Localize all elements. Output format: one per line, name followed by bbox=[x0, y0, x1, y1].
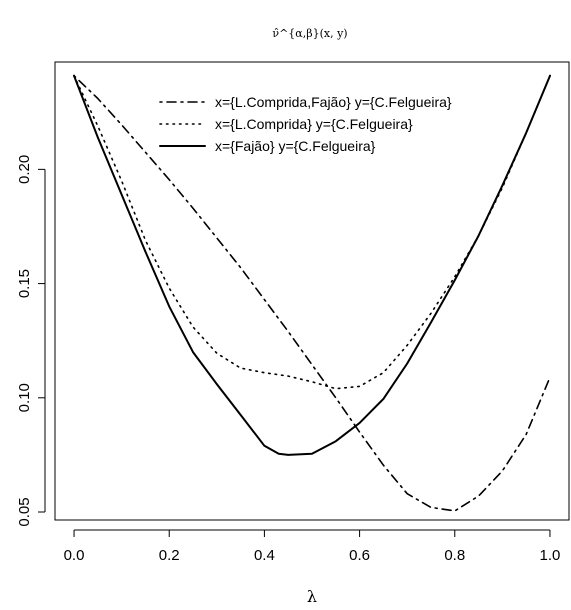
chart-title: ν̂^{α,β}(x, y) bbox=[272, 27, 347, 40]
y-tick-label: 0.05 bbox=[16, 497, 33, 526]
x-tick-label: 0.4 bbox=[254, 547, 275, 564]
plot-frame bbox=[54, 61, 570, 521]
y-tick-label: 0.10 bbox=[16, 383, 33, 412]
series-line-2 bbox=[73, 74, 551, 390]
legend-label-1: x={L.Comprida,Fajão} y={C.Felgueira} bbox=[215, 94, 452, 110]
legend-label-3: x={Fajão} y={C.Felgueira} bbox=[215, 138, 376, 154]
x-axis: 0.0 0.2 0.4 0.6 0.8 1.0 bbox=[64, 529, 561, 564]
y-tick-label: 0.20 bbox=[16, 155, 33, 184]
x-tick-label: 0.0 bbox=[64, 547, 85, 564]
x-tick-label: 0.8 bbox=[444, 547, 465, 564]
y-tick-label: 0.15 bbox=[16, 269, 33, 298]
x-tick-label: 0.6 bbox=[349, 547, 370, 564]
x-tick-label: 1.0 bbox=[540, 547, 561, 564]
x-tick-label: 0.2 bbox=[159, 547, 180, 564]
series-line-1 bbox=[73, 74, 551, 512]
series-layer bbox=[73, 74, 551, 512]
x-axis-label: λ bbox=[307, 587, 317, 606]
series-line-3 bbox=[73, 74, 551, 456]
legend-label-2: x={L.Comprida} y={C.Felgueira} bbox=[215, 116, 413, 132]
y-axis: 0.05 0.10 0.15 0.20 bbox=[16, 155, 46, 527]
legend: x={L.Comprida,Fajão} y={C.Felgueira} x={L… bbox=[159, 94, 452, 154]
